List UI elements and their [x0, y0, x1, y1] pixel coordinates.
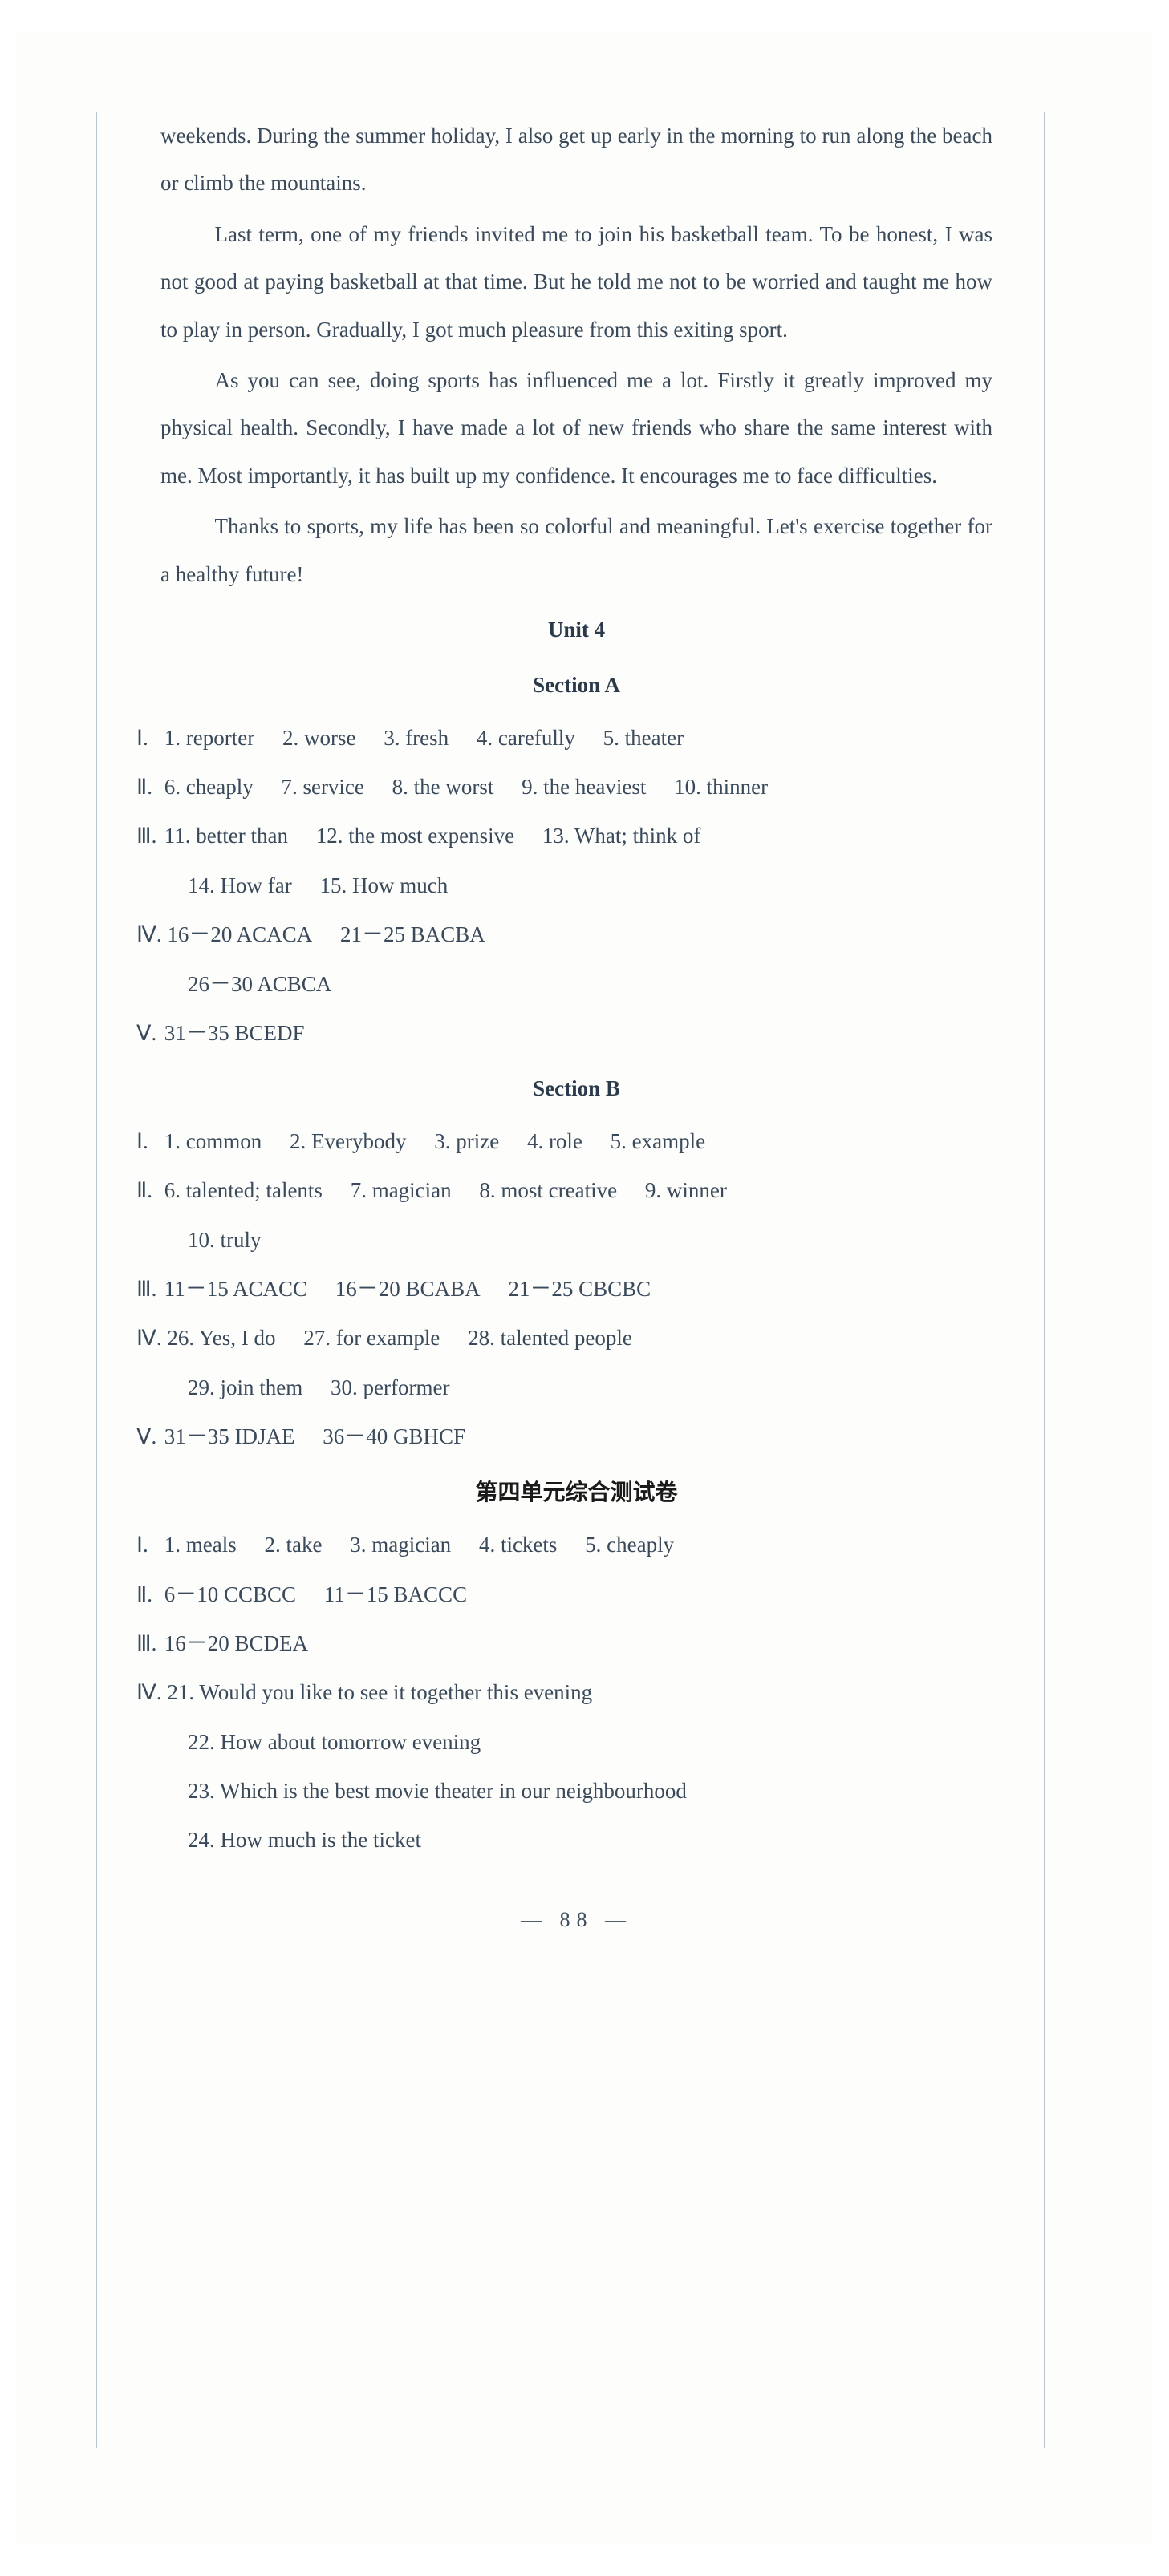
answer-item: 6. talented; talents	[164, 1167, 323, 1214]
section-b-row-4: Ⅳ. 26. Yes, I do 27. for example 28. tal…	[136, 1314, 992, 1362]
answer-item: 22. How about tomorrow evening	[188, 1730, 481, 1754]
section-a-heading: Section A	[160, 662, 992, 709]
answer-item: 6－10 CCBCC	[164, 1571, 296, 1618]
roman-III: Ⅲ.	[136, 1266, 159, 1313]
section-a-row-3: Ⅲ. 11. better than 12. the most expensiv…	[136, 812, 992, 860]
answer-item: 28. talented people	[468, 1314, 632, 1362]
answer-item: 4. role	[527, 1118, 582, 1165]
roman-I: Ⅰ.	[136, 1118, 159, 1165]
answer-item: 16－20 BCDEA	[164, 1620, 308, 1667]
answer-item: 16－20 ACACA	[167, 911, 312, 958]
section-b-row-5: Ⅴ. 31－35 IDJAE 36－40 GBHCF	[136, 1413, 992, 1460]
answer-item: 11－15 ACACC	[164, 1266, 307, 1313]
page-number: — 88 —	[160, 1897, 992, 1942]
answer-item: 8. most creative	[479, 1167, 617, 1214]
answer-item: 10. truly	[188, 1217, 262, 1264]
answer-item: 1. reporter	[164, 715, 254, 762]
section-a-row-5: Ⅴ. 31－35 BCEDF	[136, 1010, 992, 1057]
roman-II: Ⅱ.	[136, 1571, 159, 1618]
answer-item: 9. the heaviest	[522, 763, 646, 811]
roman-I: Ⅰ.	[136, 1521, 159, 1569]
answer-item: 27. for example	[303, 1314, 440, 1362]
answer-item: 3. magician	[350, 1521, 451, 1569]
answer-item: 1. meals	[164, 1521, 237, 1569]
section-a-row-4: Ⅳ. 16－20 ACACA 21－25 BACBA	[136, 911, 992, 958]
answer-item: 13. What; think of	[542, 812, 700, 860]
roman-III: Ⅲ.	[136, 812, 159, 860]
test4-row-1: Ⅰ. 1. meals 2. take 3. magician 4. ticke…	[136, 1521, 992, 1569]
paragraph-2: Last term, one of my friends invited me …	[160, 211, 992, 354]
answer-item: 30. performer	[331, 1364, 449, 1412]
answer-item: 2. Everybody	[290, 1118, 406, 1165]
section-a-row-2: Ⅱ. 6. cheaply 7. service 8. the worst 9.…	[136, 763, 992, 811]
answer-item: 12. the most expensive	[316, 812, 514, 860]
answer-item: 21－25 CBCBC	[508, 1266, 651, 1313]
test4-q23: 23. Which is the best movie theater in o…	[188, 1768, 992, 1815]
answer-item: 5. theater	[603, 715, 684, 762]
section-a-row-4-cont: 26－30 ACBCA	[188, 961, 992, 1008]
roman-IV: Ⅳ.	[136, 911, 162, 958]
roman-III: Ⅲ.	[136, 1620, 159, 1667]
section-b-row-2-cont: 10. truly	[188, 1217, 992, 1264]
paragraph-4: Thanks to sports, my life has been so co…	[160, 503, 992, 598]
section-b-heading: Section B	[160, 1065, 992, 1112]
answer-item: 36－40 GBHCF	[323, 1413, 465, 1460]
answer-item: 21. Would you like to see it together th…	[167, 1680, 592, 1704]
answer-item: 6. cheaply	[164, 763, 254, 811]
test4-row-4: Ⅳ. 21. Would you like to see it together…	[136, 1669, 992, 1716]
page: weekends. During the summer holiday, I a…	[16, 32, 1153, 2544]
answer-item: 5. example	[611, 1118, 705, 1165]
answer-item: 5. cheaply	[585, 1521, 674, 1569]
answer-item: 31－35 BCEDF	[164, 1010, 305, 1057]
paragraph-3: As you can see, doing sports has influen…	[160, 357, 992, 500]
answer-item: 3. prize	[434, 1118, 499, 1165]
roman-V: Ⅴ.	[136, 1413, 159, 1460]
test4-q22: 22. How about tomorrow evening	[188, 1719, 992, 1766]
section-a-row-3-cont: 14. How far 15. How much	[188, 862, 992, 909]
answer-item: 2. take	[264, 1521, 322, 1569]
answer-item: 4. tickets	[479, 1521, 557, 1569]
answer-item: 24. How much is the ticket	[188, 1828, 421, 1852]
test4-row-3: Ⅲ. 16－20 BCDEA	[136, 1620, 992, 1667]
answer-item: 7. service	[281, 763, 363, 811]
answer-item: 15. How much	[319, 862, 448, 909]
answer-item: 2. worse	[282, 715, 355, 762]
roman-IV: Ⅳ.	[136, 1314, 162, 1362]
answer-item: 16－20 BCABA	[335, 1266, 481, 1313]
answer-item: 14. How far	[188, 862, 292, 909]
test4-heading: 第四单元综合测试卷	[160, 1468, 992, 1517]
section-a-row-1: Ⅰ. 1. reporter 2. worse 3. fresh 4. care…	[136, 715, 992, 762]
answer-item: 23. Which is the best movie theater in o…	[188, 1779, 687, 1803]
answer-item: 11. better than	[164, 812, 288, 860]
test4-row-2: Ⅱ. 6－10 CCBCC 11－15 BACCC	[136, 1571, 992, 1618]
answer-item: 4. carefully	[477, 715, 575, 762]
answer-item: 10. thinner	[674, 763, 768, 811]
section-b-row-4-cont: 29. join them 30. performer	[188, 1364, 992, 1412]
answer-item: 29. join them	[188, 1364, 302, 1412]
answer-item: 21－25 BACBA	[340, 911, 485, 958]
answer-item: 8. the worst	[392, 763, 494, 811]
test4-q24: 24. How much is the ticket	[188, 1817, 992, 1864]
content-area: weekends. During the summer holiday, I a…	[96, 112, 1041, 1942]
section-b-row-1: Ⅰ. 1. common 2. Everybody 3. prize 4. ro…	[136, 1118, 992, 1165]
answer-item: 11－15 BACCC	[324, 1571, 467, 1618]
answer-item: 26－30 ACBCA	[188, 961, 331, 1008]
answer-item: 3. fresh	[384, 715, 449, 762]
section-b-row-3: Ⅲ. 11－15 ACACC 16－20 BCABA 21－25 CBCBC	[136, 1266, 992, 1313]
roman-IV: Ⅳ.	[136, 1669, 162, 1716]
answer-item: 31－35 IDJAE	[164, 1413, 295, 1460]
roman-I: Ⅰ.	[136, 715, 159, 762]
roman-II: Ⅱ.	[136, 763, 159, 811]
roman-II: Ⅱ.	[136, 1167, 159, 1214]
answer-item: 9. winner	[645, 1167, 727, 1214]
unit4-heading: Unit 4	[160, 606, 992, 654]
paragraph-1: weekends. During the summer holiday, I a…	[160, 112, 992, 208]
answer-item: 26. Yes, I do	[167, 1314, 275, 1362]
roman-V: Ⅴ.	[136, 1010, 159, 1057]
section-b-row-2: Ⅱ. 6. talented; talents 7. magician 8. m…	[136, 1167, 992, 1214]
answer-item: 7. magician	[351, 1167, 452, 1214]
answer-item: 1. common	[164, 1118, 262, 1165]
